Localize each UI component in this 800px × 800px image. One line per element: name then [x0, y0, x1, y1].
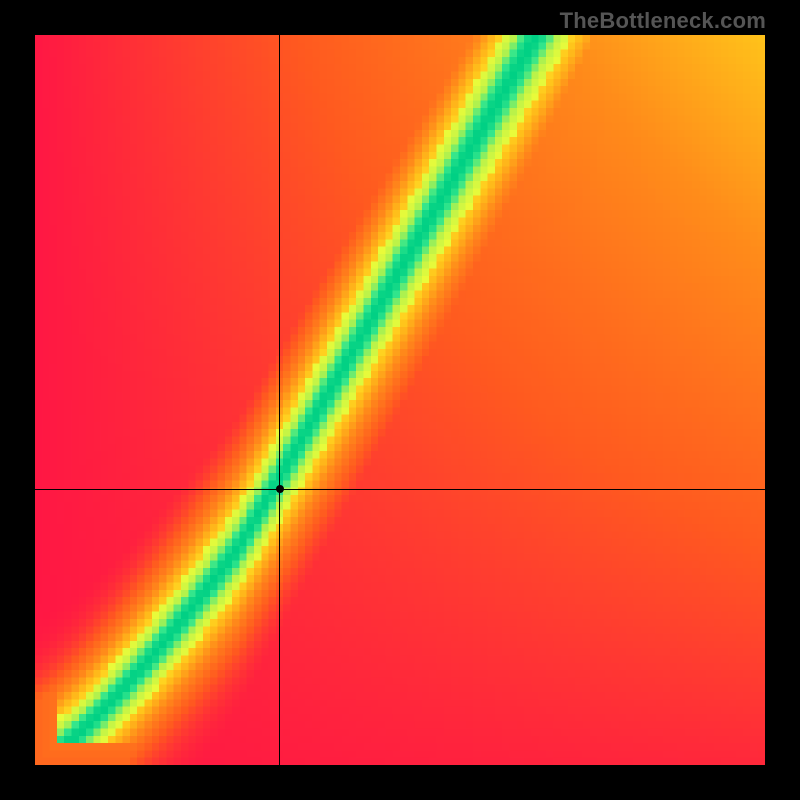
chart-container: TheBottleneck.com: [0, 0, 800, 800]
plot-area: [35, 35, 765, 765]
heatmap-canvas-wrap: [35, 35, 765, 765]
crosshair-vertical: [279, 35, 280, 765]
crosshair-marker: [276, 485, 284, 493]
crosshair-horizontal: [35, 489, 765, 490]
heatmap-canvas: [35, 35, 765, 765]
watermark-text: TheBottleneck.com: [560, 8, 766, 34]
